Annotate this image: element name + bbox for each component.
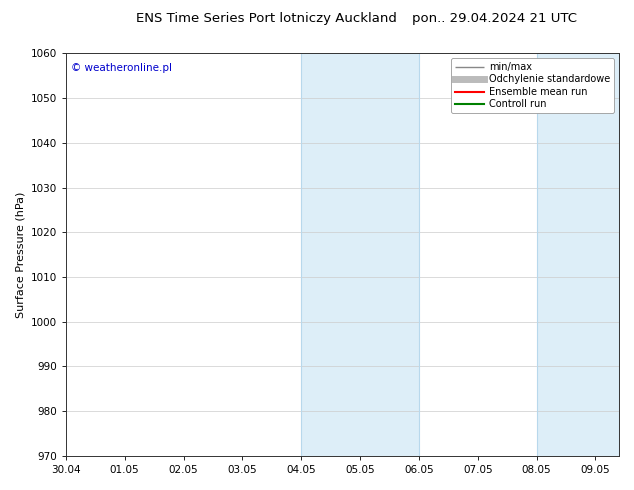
Bar [301, 53, 419, 456]
Text: © weatheronline.pl: © weatheronline.pl [72, 63, 172, 74]
Text: ENS Time Series Port lotniczy Auckland: ENS Time Series Port lotniczy Auckland [136, 12, 397, 25]
Text: pon.. 29.04.2024 21 UTC: pon.. 29.04.2024 21 UTC [412, 12, 577, 25]
Y-axis label: Surface Pressure (hPa): Surface Pressure (hPa) [15, 192, 25, 318]
Bar [536, 53, 619, 456]
Legend: min/max, Odchylenie standardowe, Ensemble mean run, Controll run: min/max, Odchylenie standardowe, Ensembl… [451, 58, 614, 113]
